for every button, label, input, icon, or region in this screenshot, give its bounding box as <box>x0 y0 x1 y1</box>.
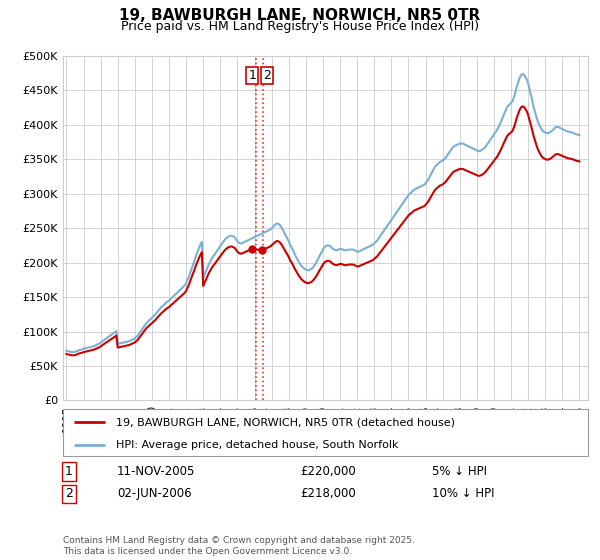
Text: 2: 2 <box>65 487 73 501</box>
FancyBboxPatch shape <box>63 409 588 456</box>
Text: 1: 1 <box>248 69 256 82</box>
Text: 19, BAWBURGH LANE, NORWICH, NR5 0TR (detached house): 19, BAWBURGH LANE, NORWICH, NR5 0TR (det… <box>115 417 455 427</box>
Text: 19, BAWBURGH LANE, NORWICH, NR5 0TR: 19, BAWBURGH LANE, NORWICH, NR5 0TR <box>119 8 481 24</box>
Text: HPI: Average price, detached house, South Norfolk: HPI: Average price, detached house, Sout… <box>115 440 398 450</box>
Text: 5% ↓ HPI: 5% ↓ HPI <box>432 465 487 478</box>
Text: 2: 2 <box>263 69 271 82</box>
Text: 10% ↓ HPI: 10% ↓ HPI <box>432 487 494 501</box>
Text: Price paid vs. HM Land Registry's House Price Index (HPI): Price paid vs. HM Land Registry's House … <box>121 20 479 32</box>
Text: 02-JUN-2006: 02-JUN-2006 <box>117 487 191 501</box>
Text: Contains HM Land Registry data © Crown copyright and database right 2025.
This d: Contains HM Land Registry data © Crown c… <box>63 536 415 556</box>
Text: £220,000: £220,000 <box>300 465 356 478</box>
Text: 1: 1 <box>65 465 73 478</box>
Text: 11-NOV-2005: 11-NOV-2005 <box>117 465 196 478</box>
Text: £218,000: £218,000 <box>300 487 356 501</box>
